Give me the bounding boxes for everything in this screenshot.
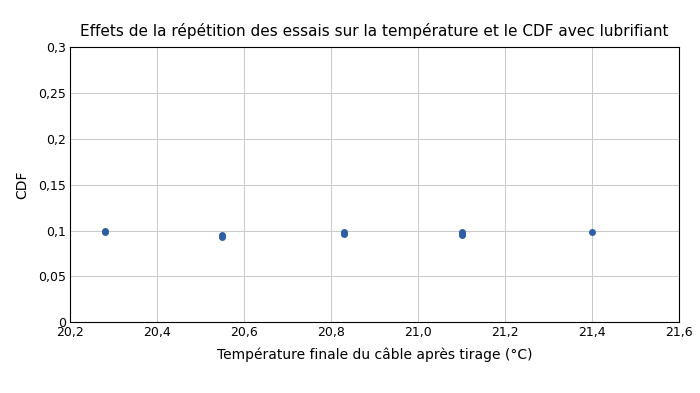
- Point: [456, 231, 467, 237]
- Point: [587, 229, 598, 235]
- Point: [338, 229, 349, 235]
- Point: [217, 234, 228, 240]
- Point: [99, 228, 111, 235]
- X-axis label: Température finale du câble après tirage (°C): Température finale du câble après tirage…: [217, 348, 532, 362]
- Point: [338, 231, 349, 237]
- Point: [217, 232, 228, 238]
- Point: [99, 229, 111, 235]
- Point: [338, 230, 349, 237]
- Point: [456, 229, 467, 235]
- Y-axis label: CDF: CDF: [15, 171, 29, 199]
- Title: Effets de la répétition des essais sur la température et le CDF avec lubrifiant: Effets de la répétition des essais sur l…: [80, 23, 668, 39]
- Point: [456, 232, 467, 238]
